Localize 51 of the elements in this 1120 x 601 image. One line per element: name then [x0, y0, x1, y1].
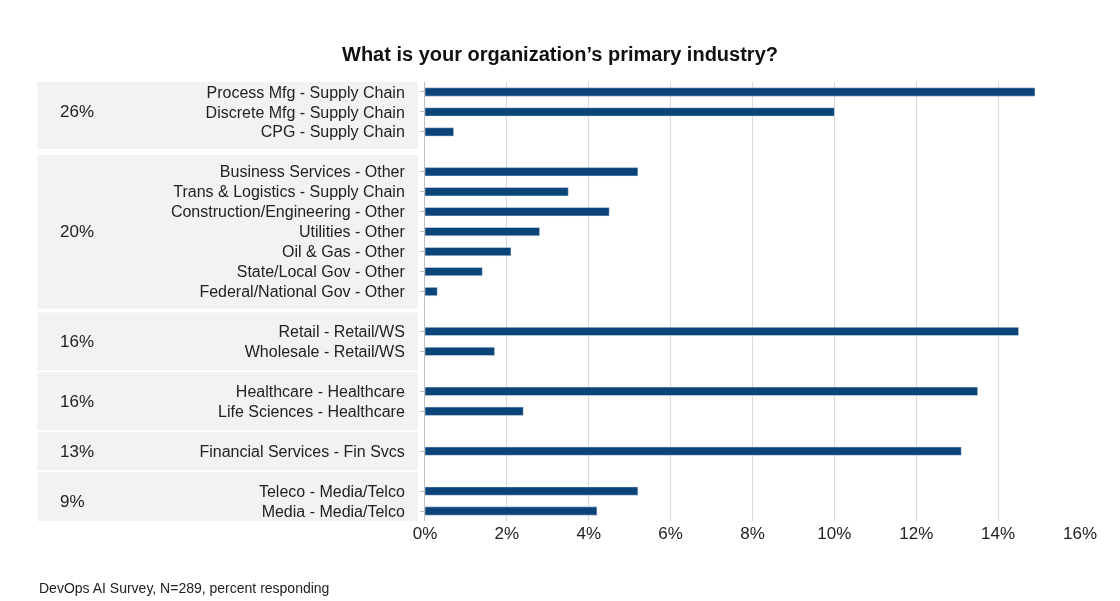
text: DevOps AI Survey, N=289, percent responding	[39, 580, 330, 596]
y-tick-label: Wholesale - Retail/WS	[244, 342, 405, 360]
bar	[425, 287, 438, 296]
y-tick-label: Financial Services - Fin Svcs	[199, 442, 405, 460]
text: 9%	[60, 492, 85, 511]
bar	[425, 406, 524, 416]
bar	[425, 386, 978, 396]
y-tick-label: Utilities - Other	[299, 223, 406, 241]
text: 16%	[60, 332, 95, 351]
text: 20%	[60, 222, 95, 241]
x-tick-label: 8%	[740, 524, 765, 543]
bar	[425, 227, 540, 237]
bar	[425, 446, 962, 456]
text: 26%	[60, 102, 95, 121]
y-tick-label: Business Services - Other	[219, 163, 406, 181]
bar	[425, 486, 639, 496]
y-tick-label: Process Mfg - Supply Chain	[206, 83, 405, 101]
y-tick-label: Healthcare - Healthcare	[235, 382, 405, 400]
bar	[425, 167, 639, 177]
bar	[425, 267, 483, 277]
x-tick-label: 14%	[981, 524, 1016, 543]
y-tick-label: Trans & Logistics - Supply Chain	[173, 183, 405, 201]
x-tick-label: 4%	[576, 524, 602, 543]
bar	[425, 346, 495, 356]
y-tick-label: CPG - Supply Chain	[260, 123, 405, 141]
chart-title: What is your organization’s primary industry?	[342, 43, 778, 66]
text: 13%	[60, 442, 95, 461]
y-tick-label: Teleco - Media/Telco	[258, 482, 405, 500]
x-tick-label: 0%	[412, 524, 438, 543]
bar	[425, 127, 454, 137]
bar	[425, 247, 512, 257]
x-tick-label: 12%	[899, 524, 934, 543]
bar	[425, 207, 610, 217]
x-tick-label: 16%	[1062, 524, 1098, 543]
bar	[425, 326, 1019, 336]
y-tick-label: Life Sciences - Healthcare	[218, 402, 405, 420]
bar	[425, 506, 598, 516]
bar	[425, 187, 569, 197]
text: 16%	[60, 392, 95, 411]
y-tick-label: Retail - Retail/WS	[278, 323, 405, 341]
y-tick-label: Construction/Engineering - Other	[170, 203, 406, 221]
y-tick-label: Discrete Mfg - Supply Chain	[205, 103, 405, 121]
y-tick-label: Media - Media/Telco	[261, 502, 405, 520]
y-tick-label: State/Local Gov - Other	[236, 263, 406, 281]
x-tick-label: 2%	[494, 524, 520, 543]
bar	[425, 107, 835, 117]
x-tick-label: 6%	[658, 524, 683, 543]
y-tick-label: Oil & Gas - Other	[282, 243, 406, 261]
y-tick-label: Federal/National Gov - Other	[199, 283, 406, 301]
x-tick-label: 10%	[817, 524, 852, 543]
bar	[425, 87, 1036, 97]
